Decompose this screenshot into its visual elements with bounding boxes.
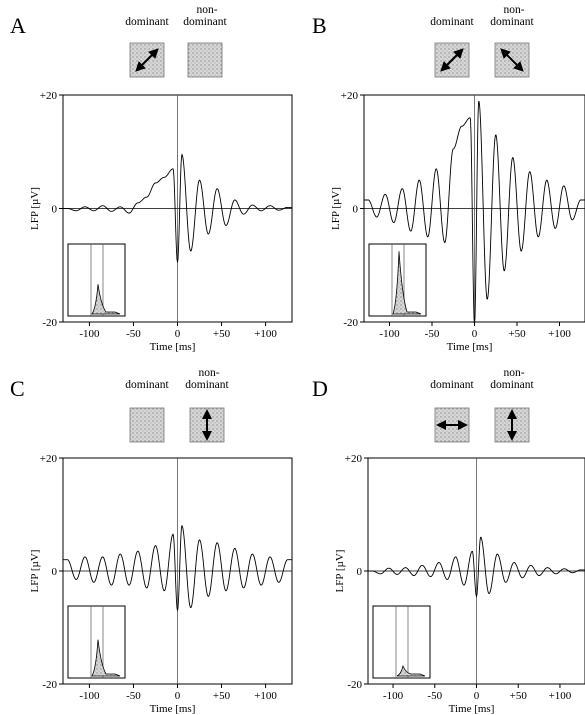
x-tick-label: 0: [474, 690, 480, 702]
x-axis-label: Time [ms]: [449, 703, 495, 715]
inset-peak: [91, 284, 121, 315]
y-tick-label: +20: [345, 453, 363, 465]
nondominant-label-line1: non-: [198, 367, 219, 379]
y-tick-label: 0: [52, 204, 58, 216]
inset-frame: [372, 605, 431, 679]
y-tick-label: +20: [341, 90, 359, 102]
x-tick-label: -100: [379, 328, 400, 340]
x-tick-label: 0: [175, 328, 181, 340]
inset-peak: [91, 639, 121, 677]
x-tick-label: -50: [126, 690, 141, 702]
stimulus-patch: [129, 407, 165, 443]
y-tick-label: -20: [343, 317, 358, 329]
x-tick-label: +100: [254, 328, 277, 340]
inset: [67, 243, 126, 317]
nondominant-stimulus: [494, 42, 530, 78]
lfp-trace: [364, 100, 585, 325]
x-tick-label: +50: [510, 690, 528, 702]
inset: [372, 605, 431, 679]
x-tick-label: -50: [126, 328, 141, 340]
x-tick-label: -100: [79, 690, 100, 702]
lfp-trace: [368, 536, 585, 599]
y-tick-label: -20: [42, 317, 57, 329]
inset-peak: [392, 251, 422, 315]
x-axis-label: Time [ms]: [447, 341, 493, 353]
dominant-label: dominant: [430, 379, 474, 391]
x-tick-label: -50: [425, 328, 440, 340]
y-axis-label: LFP [µV]: [29, 550, 41, 593]
dominant-stimulus: [434, 42, 470, 78]
y-tick-label: 0: [353, 204, 359, 216]
y-axis-label: LFP [µV]: [29, 187, 41, 230]
y-axis-label: LFP [µV]: [334, 550, 346, 593]
y-tick-label: 0: [52, 566, 58, 578]
dominant-label: dominant: [430, 16, 474, 28]
dominant-label: dominant: [125, 16, 169, 28]
nondominant-stimulus: [494, 407, 530, 443]
motion-arrow-icon: [440, 48, 464, 72]
x-tick-label: +100: [548, 328, 571, 340]
motion-arrow-icon: [500, 48, 524, 72]
x-tick-label: 0: [472, 328, 478, 340]
x-tick-label: +50: [213, 690, 231, 702]
nondominant-label-line2: dominant: [490, 16, 534, 28]
panel-letter: B: [312, 13, 327, 38]
dominant-label: dominant: [125, 379, 169, 391]
x-tick-label: -100: [79, 328, 100, 340]
panel-letter: A: [10, 13, 26, 38]
x-tick-label: -100: [383, 690, 404, 702]
panel-letter: D: [312, 376, 328, 401]
inset: [368, 243, 427, 317]
x-tick-label: +100: [549, 690, 572, 702]
y-tick-label: +20: [40, 453, 58, 465]
nondominant-label-line2: dominant: [490, 379, 534, 391]
y-tick-label: 0: [357, 566, 363, 578]
lfp-trace: [63, 153, 292, 263]
dominant-stimulus: [129, 42, 165, 78]
inset-peak: [396, 664, 426, 677]
nondominant-stimulus: [189, 407, 225, 443]
nondominant-stimulus: [187, 42, 223, 78]
nondominant-label-line1: non-: [196, 4, 217, 16]
nondominant-label-line1: non-: [503, 4, 524, 16]
x-tick-label: +100: [254, 690, 277, 702]
panel-letter: C: [10, 376, 25, 401]
x-axis-label: Time [ms]: [150, 341, 196, 353]
nondominant-label-line2: dominant: [183, 16, 227, 28]
x-tick-label: 0: [175, 690, 181, 702]
stimulus-patch: [187, 42, 223, 78]
y-tick-label: -20: [347, 679, 362, 691]
lfp-trace: [63, 524, 292, 611]
dominant-stimulus: [129, 407, 165, 443]
x-tick-label: -50: [427, 690, 442, 702]
dominant-stimulus: [434, 407, 470, 443]
x-axis-label: Time [ms]: [150, 703, 196, 715]
y-tick-label: -20: [42, 679, 57, 691]
x-tick-label: +50: [213, 328, 231, 340]
y-tick-label: +20: [40, 90, 58, 102]
nondominant-label-line2: dominant: [185, 379, 229, 391]
inset: [67, 605, 126, 679]
y-axis-label: LFP [µV]: [330, 187, 342, 230]
x-tick-label: +50: [508, 328, 526, 340]
nondominant-label-line1: non-: [503, 367, 524, 379]
motion-arrow-icon: [135, 48, 159, 72]
